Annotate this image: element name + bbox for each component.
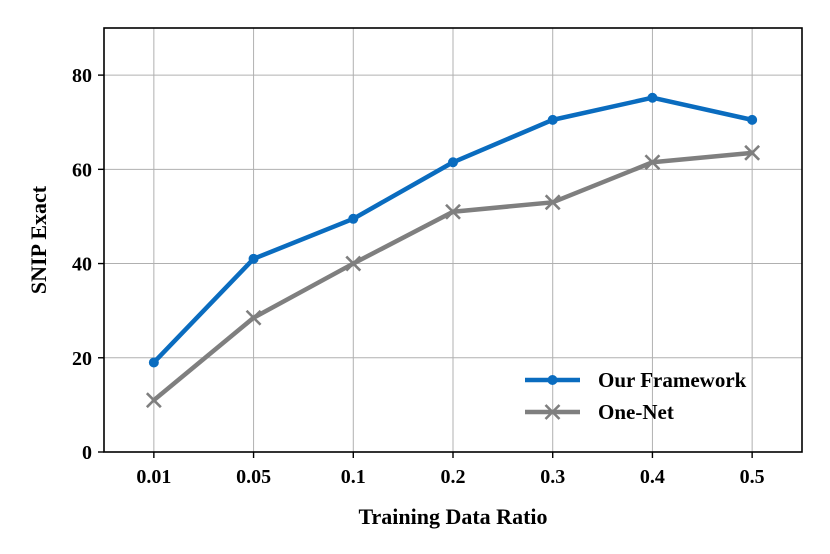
data-point: [248, 253, 259, 264]
series-our-framework: [148, 92, 758, 368]
data-point: [145, 392, 162, 409]
x-tick-label: 0.05: [236, 466, 271, 488]
y-tick-label: 40: [72, 254, 92, 276]
data-point: [445, 203, 461, 220]
data-point: [544, 194, 561, 211]
y-axis-label: SNIP Exact: [26, 185, 51, 294]
data-point: [345, 255, 362, 272]
legend-item-one-net: One-Net: [525, 400, 674, 424]
x-tick-label: 0.1: [341, 466, 366, 488]
legend-item-our-framework: Our Framework: [525, 368, 747, 392]
x-tick-label: 0.2: [441, 466, 466, 488]
data-point: [647, 92, 658, 103]
x-tick-label: 0.3: [540, 466, 565, 488]
x-tick-label: 0.01: [136, 466, 171, 488]
x-tick-label: 0.5: [740, 466, 765, 488]
data-point: [547, 114, 558, 125]
data-point: [744, 144, 761, 161]
x-axis-label: Training Data Ratio: [358, 504, 547, 529]
data-point: [747, 114, 758, 125]
series-one-net: [145, 144, 761, 409]
y-tick-label: 0: [82, 442, 92, 464]
legend-marker-our-framework: [547, 375, 558, 385]
y-tick-label: 20: [72, 348, 92, 370]
legend: Our Framework One-Net: [525, 368, 747, 424]
series-layer: [145, 92, 761, 409]
x-tick-label: 0.4: [640, 466, 665, 488]
axis-ticks: 0.01 0.05 0.1 0.2 0.3 0.4 0.5 0 20 40 60 80: [72, 65, 765, 488]
data-point: [644, 154, 661, 171]
y-tick-label: 60: [72, 159, 92, 181]
legend-marker-one-net: [544, 404, 561, 420]
y-tick-label: 80: [72, 65, 92, 87]
data-point: [245, 309, 262, 326]
data-point: [448, 157, 458, 168]
data-point: [348, 213, 359, 224]
legend-label-one-net: One-Net: [598, 400, 674, 424]
data-point: [148, 357, 159, 368]
legend-label-our-framework: Our Framework: [598, 368, 747, 392]
